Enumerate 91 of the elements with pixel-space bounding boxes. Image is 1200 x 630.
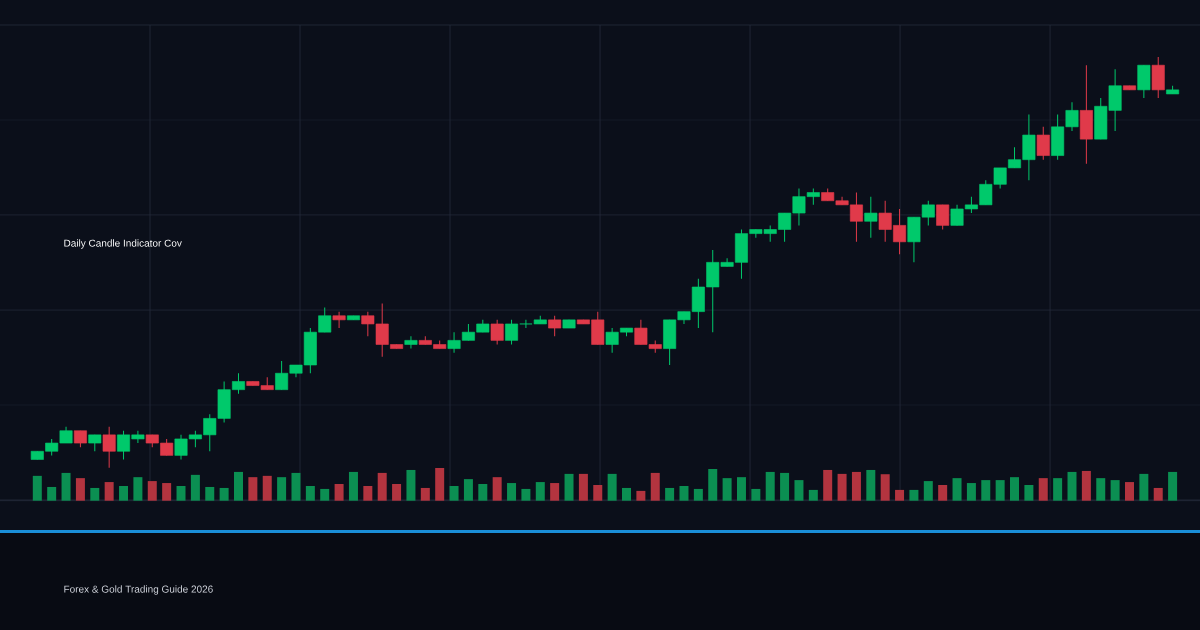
- bar: [507, 483, 517, 501]
- bar: [952, 478, 962, 501]
- bar: [966, 483, 976, 501]
- bar: [320, 488, 330, 501]
- bar: [1010, 477, 1020, 501]
- bar: [866, 469, 876, 501]
- bar: [119, 485, 129, 501]
- bar: [61, 472, 71, 501]
- bar: [708, 468, 718, 501]
- bar: [133, 477, 143, 501]
- bar: [449, 485, 459, 501]
- bar: [1038, 478, 1048, 501]
- bar: [736, 477, 746, 501]
- bar: [679, 485, 689, 501]
- bar: [823, 469, 833, 501]
- bar: [1168, 471, 1178, 501]
- bar: [90, 487, 100, 501]
- bar: [622, 487, 632, 501]
- bar: [463, 479, 473, 501]
- bar: [406, 469, 416, 501]
- bar: [190, 474, 200, 501]
- bar: [550, 483, 560, 501]
- bar: [564, 473, 574, 501]
- bar: [780, 472, 790, 501]
- bar: [334, 484, 344, 501]
- bar: [521, 488, 531, 501]
- bar: [162, 483, 172, 501]
- bar: [47, 486, 57, 501]
- bar: [909, 489, 919, 501]
- bar: [794, 480, 804, 501]
- bar: [880, 474, 890, 501]
- bar: [1153, 487, 1163, 501]
- bar: [535, 482, 545, 501]
- candlestick: [490, 319, 504, 345]
- bar: [277, 477, 287, 501]
- bar: [1024, 485, 1034, 501]
- bar: [837, 473, 847, 501]
- bar: [938, 485, 948, 501]
- bar: [205, 486, 215, 501]
- candlestick: [404, 335, 418, 350]
- bar: [981, 480, 991, 501]
- bar: [1067, 471, 1077, 501]
- bar: [248, 477, 258, 501]
- text: Daily Candle Indicator Cov: [64, 239, 182, 249]
- text: Forex & Gold Trading Guide 2026: [64, 585, 213, 595]
- bar: [1110, 480, 1120, 501]
- bar: [492, 477, 502, 501]
- bar: [392, 484, 402, 501]
- bar: [722, 478, 732, 501]
- bar: [808, 489, 818, 501]
- bar: [363, 485, 373, 501]
- bar: [1081, 470, 1091, 501]
- candlestick: [505, 319, 519, 345]
- bar: [851, 471, 861, 501]
- bar: [262, 475, 272, 501]
- bar: [348, 471, 358, 501]
- bar: [1139, 473, 1149, 501]
- bar: [435, 468, 445, 501]
- bar: [176, 485, 186, 501]
- bar: [104, 482, 114, 501]
- bar: [1096, 478, 1106, 501]
- candlestick: [936, 204, 950, 230]
- bar: [305, 485, 315, 501]
- bar: [147, 481, 157, 501]
- bar: [234, 471, 243, 501]
- bar: [420, 487, 430, 501]
- bar: [995, 480, 1005, 501]
- bar: [765, 471, 775, 501]
- bar: [636, 490, 646, 501]
- bar: [32, 475, 42, 501]
- bar: [1124, 482, 1134, 501]
- candlestick: [1036, 126, 1050, 161]
- bar: [291, 472, 301, 501]
- bar: [607, 473, 617, 501]
- bar: [895, 489, 905, 501]
- bar: [478, 484, 488, 501]
- candlestick: [332, 311, 346, 329]
- candlestick: [864, 196, 878, 239]
- bar: [75, 478, 85, 501]
- bar: [219, 487, 229, 501]
- bar: [693, 488, 703, 501]
- bar: [593, 485, 603, 501]
- candlestick: [548, 315, 562, 337]
- candlestick: [102, 426, 116, 469]
- bar: [665, 487, 675, 501]
- bar: [751, 488, 761, 501]
- bar: [1053, 478, 1063, 501]
- bar: [578, 473, 588, 501]
- bar: [923, 481, 933, 501]
- bar: [377, 472, 387, 501]
- bar: [650, 472, 660, 501]
